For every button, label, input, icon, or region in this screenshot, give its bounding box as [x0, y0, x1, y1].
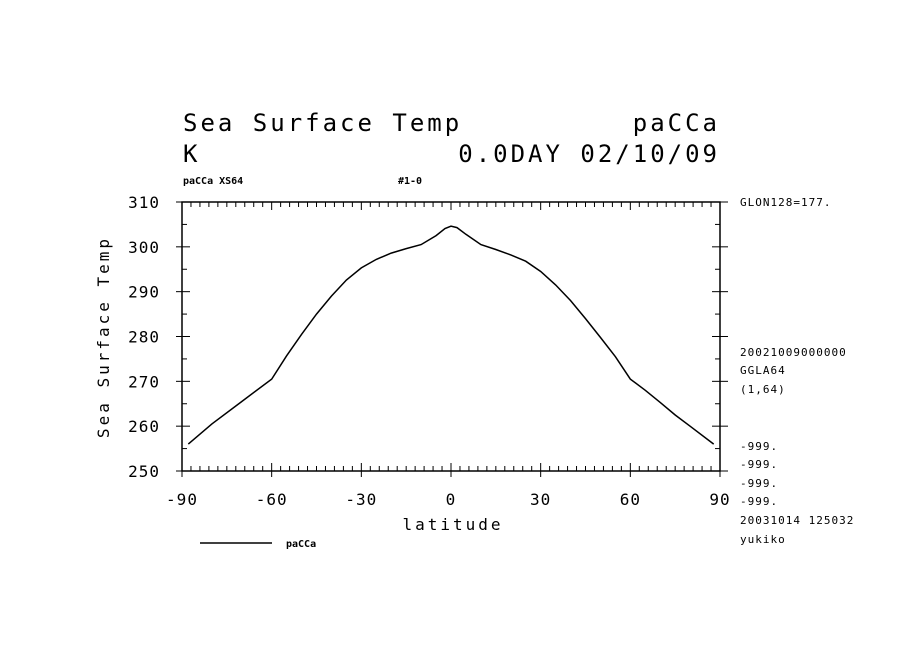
info-footer-timestamp: 20031014 125032: [740, 514, 854, 527]
info-top-right: GLON128=177.: [740, 196, 831, 209]
chart-title-right: paCCa: [633, 109, 720, 137]
info-footer-user: yukiko: [740, 533, 786, 546]
series-line-paCCa: [187, 225, 715, 445]
y-tick-label: 270: [128, 372, 160, 391]
subtitle-mid: #1-0: [398, 176, 422, 187]
y-tick-label: 280: [128, 328, 160, 347]
y-tick-label: 260: [128, 417, 160, 436]
units-label: K: [183, 140, 200, 168]
x-axis-label: latitude: [402, 515, 503, 534]
info-meta-grid: GGLA64: [740, 364, 786, 377]
y-tick-label: 300: [128, 238, 160, 257]
x-tick-label: 0: [446, 490, 457, 509]
tick-marks: [176, 201, 728, 477]
x-tick-label: 60: [620, 490, 641, 509]
y-tick-label: 310: [128, 193, 160, 212]
subtitle-left: paCCa XS64: [183, 176, 243, 187]
y-tick-label: 290: [128, 283, 160, 302]
x-tick-label: 30: [530, 490, 551, 509]
info-missing-2: -999.: [740, 458, 778, 471]
y-tick-label: 250: [128, 462, 160, 481]
info-missing-3: -999.: [740, 477, 778, 490]
time-label: 0.0DAY 02/10/09: [458, 140, 720, 168]
x-tick-label: -30: [345, 490, 377, 509]
plot-frame: [181, 201, 721, 472]
chart-title: Sea Surface Temp: [183, 109, 462, 137]
info-meta-range: (1,64): [740, 383, 786, 396]
info-missing-4: -999.: [740, 495, 778, 508]
y-tick-labels: 250 260 270 280 290 300 310: [128, 193, 160, 481]
x-tick-label: -60: [256, 490, 288, 509]
legend-label: paCCa: [286, 539, 316, 550]
x-tick-label: 90: [709, 490, 730, 509]
info-meta-date: 20021009000000: [740, 346, 847, 359]
info-missing-1: -999.: [740, 440, 778, 453]
x-tick-labels: -90 -60 -30 0 30 60 90: [166, 490, 730, 509]
y-axis-label: Sea Surface Temp: [94, 236, 113, 438]
x-tick-label: -90: [166, 490, 198, 509]
